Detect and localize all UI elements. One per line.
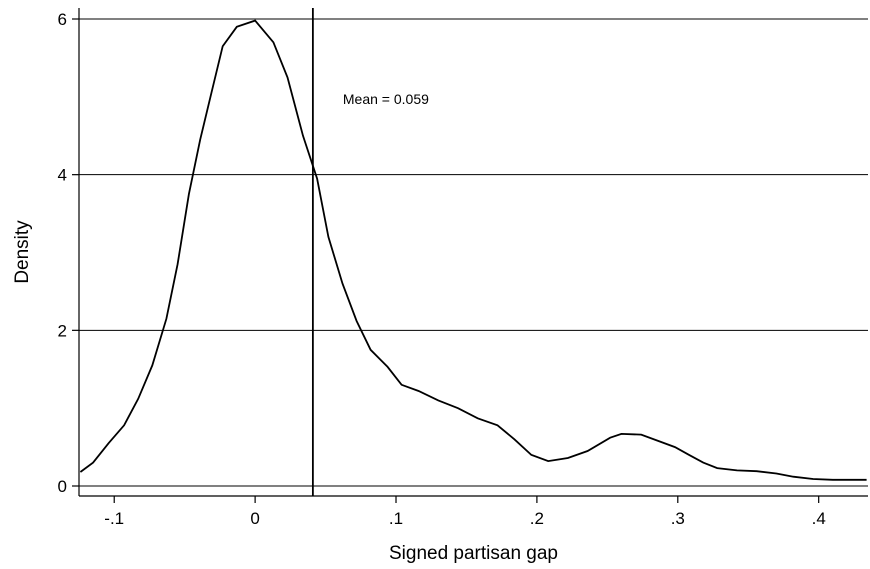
y-tick-label-0: 0 — [58, 477, 67, 496]
x-tick-label-1: 0 — [250, 509, 259, 528]
mean-annotation: Mean = 0.059 — [343, 91, 429, 107]
grid-lines — [79, 18, 868, 487]
y-tick-label-1: 2 — [58, 321, 67, 340]
y-tick-label-3: 6 — [58, 10, 67, 29]
y-axis-title: Density — [12, 220, 33, 284]
y-tick-label-2: 4 — [58, 166, 67, 185]
x-tick-label-3: .2 — [530, 509, 544, 528]
axes — [78, 8, 868, 497]
x-tick-label-4: .3 — [671, 509, 685, 528]
x-tick-label-0: -.1 — [104, 509, 124, 528]
x-axis-ticks: -.1 0 .1 .2 .3 .4 — [104, 496, 826, 528]
x-tick-label-5: .4 — [812, 509, 826, 528]
x-tick-label-2: .1 — [389, 509, 403, 528]
x-axis-title: Signed partisan gap — [389, 543, 558, 564]
density-curve — [79, 19, 867, 481]
y-axis-ticks: 0 2 4 6 — [58, 10, 79, 496]
